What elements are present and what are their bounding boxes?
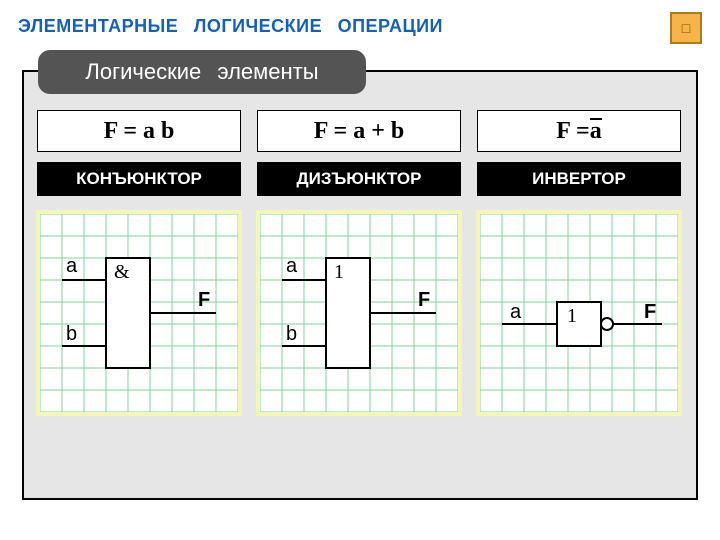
formula-text: F = — [556, 118, 589, 145]
svg-text:b: b — [286, 323, 297, 345]
gate-column-disjunctor: F = a + b ДИЗЪЮНКТОР a b F 1 — [256, 110, 462, 416]
circuit-disjunctor: a b F 1 — [256, 210, 462, 416]
formula-overline: a — [590, 118, 602, 145]
svg-text:a: a — [286, 255, 298, 277]
svg-text:F: F — [198, 289, 210, 311]
formula-text: F = a + b — [314, 118, 404, 145]
svg-text:b: b — [66, 323, 77, 345]
circuit-svg: a b F 1 — [260, 214, 458, 412]
circuit-conjunctor: a b F & — [36, 210, 242, 416]
circuit-svg: a F 1 — [480, 214, 678, 412]
formula-text: F = a b — [104, 118, 175, 145]
svg-text:1: 1 — [334, 261, 344, 283]
gate-type-label: ДИЗЪЮНКТОР — [257, 162, 461, 196]
formula-box: F = a + b — [257, 110, 461, 152]
circuit-inverter: a F 1 — [476, 210, 682, 416]
svg-text:F: F — [418, 289, 430, 311]
corner-badge: □ — [670, 12, 702, 44]
gate-type-label: ИНВЕРТОР — [477, 162, 681, 196]
svg-text:a: a — [510, 301, 522, 323]
subtitle-pill: Логические элементы — [38, 50, 366, 94]
gate-columns: F = a b КОНЪЮНКТОР a b F & F = a + b ДИЗЪЮНКТОР… — [36, 110, 684, 416]
svg-text:a: a — [66, 255, 78, 277]
svg-text:1: 1 — [567, 305, 577, 327]
circuit-svg: a b F & — [40, 214, 238, 412]
gate-type-label: КОНЪЮНКТОР — [37, 162, 241, 196]
svg-text:F: F — [644, 301, 656, 323]
formula-box: F = a b — [37, 110, 241, 152]
gate-column-inverter: F = a ИНВЕРТОР a F 1 — [476, 110, 682, 416]
corner-glyph: □ — [682, 20, 690, 36]
page-title: ЭЛЕМЕНТАРНЫЕ ЛОГИЧЕСКИЕ ОПЕРАЦИИ — [18, 16, 443, 37]
gate-column-conjunctor: F = a b КОНЪЮНКТОР a b F & — [36, 110, 242, 416]
svg-text:&: & — [114, 261, 130, 283]
formula-box: F = a — [477, 110, 681, 152]
subtitle-text: Логические элементы — [85, 59, 318, 85]
